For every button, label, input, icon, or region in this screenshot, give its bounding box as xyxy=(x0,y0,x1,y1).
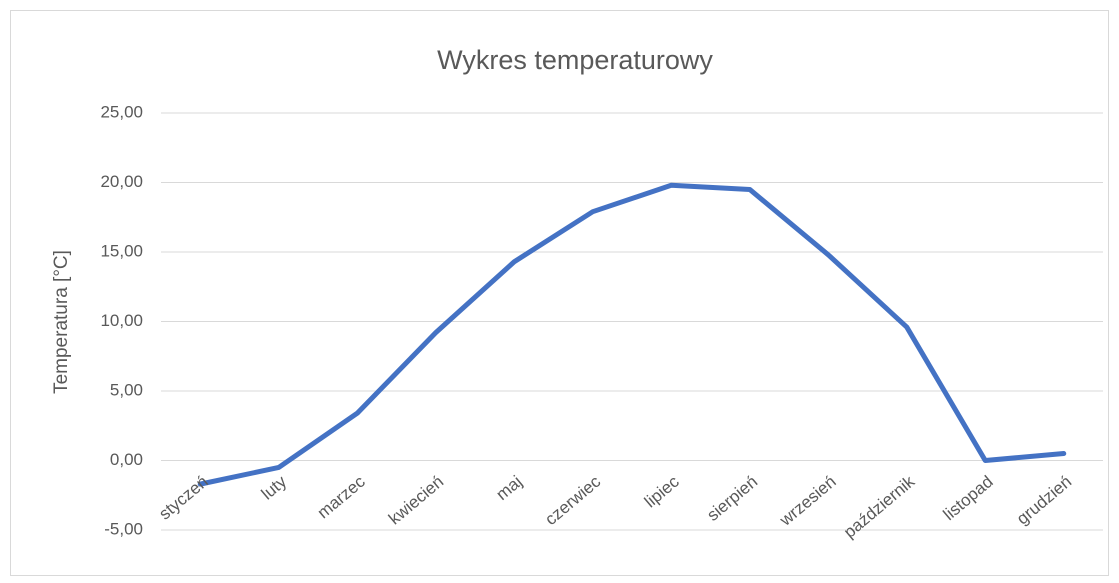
y-axis-title: Temperatura [°C] xyxy=(51,250,72,394)
y-tick-label: 10,00 xyxy=(100,311,143,330)
y-tick-label: 0,00 xyxy=(110,450,143,469)
y-tick-label: 25,00 xyxy=(100,102,143,121)
y-tick-label: 5,00 xyxy=(110,380,143,399)
y-tick-label: 15,00 xyxy=(100,241,143,260)
y-tick-label: 20,00 xyxy=(100,172,143,191)
chart-title: Wykres temperaturowy xyxy=(437,45,713,75)
chart-border xyxy=(10,10,1109,576)
y-tick-label: -5,00 xyxy=(104,519,143,538)
data-line xyxy=(197,182,1067,487)
